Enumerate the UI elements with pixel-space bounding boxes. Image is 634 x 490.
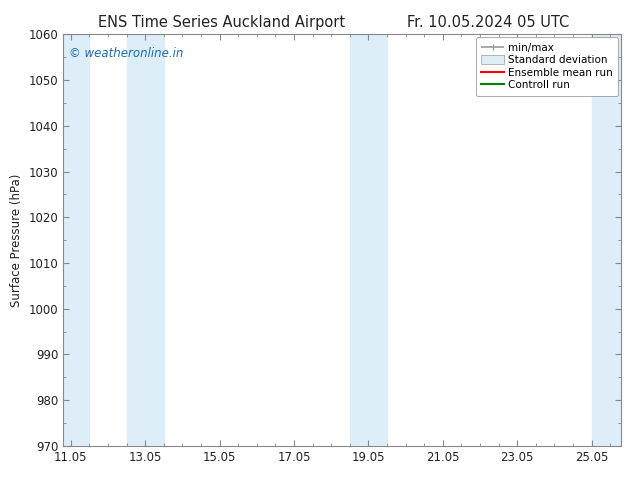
Legend: min/max, Standard deviation, Ensemble mean run, Controll run: min/max, Standard deviation, Ensemble me… [476, 37, 618, 96]
Text: © weatheronline.in: © weatheronline.in [69, 47, 183, 60]
Text: Fr. 10.05.2024 05 UTC: Fr. 10.05.2024 05 UTC [407, 15, 569, 30]
Bar [127, 34, 164, 446]
Bar [63, 34, 89, 446]
Y-axis label: Surface Pressure (hPa): Surface Pressure (hPa) [10, 173, 23, 307]
Bar [592, 34, 621, 446]
Text: ENS Time Series Auckland Airport: ENS Time Series Auckland Airport [98, 15, 346, 30]
Bar [350, 34, 387, 446]
